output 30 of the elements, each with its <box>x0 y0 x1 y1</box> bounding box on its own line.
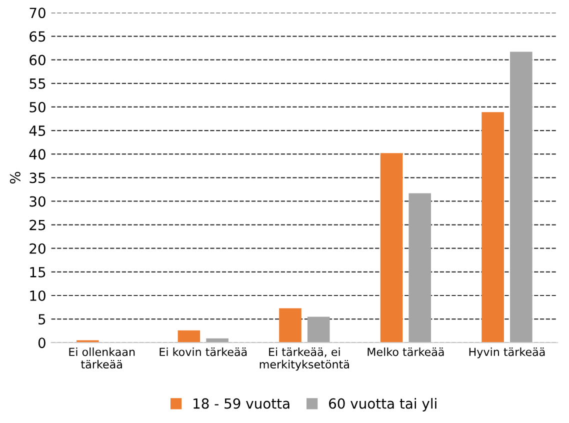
y-tick-label: 0 <box>38 338 46 348</box>
bar <box>279 308 302 343</box>
y-tick-label: 20 <box>30 243 46 254</box>
y-tick-label: 45 <box>29 126 46 136</box>
x-tick-label: Ei kovin tärkeää <box>160 347 247 356</box>
x-tick-label: Melko tärkeää <box>368 347 444 356</box>
bar <box>510 52 532 343</box>
y-tick-label: 55 <box>30 78 46 89</box>
y-tick-label: 25 <box>30 220 46 230</box>
x-tick-label: Ei tärkeää, ei merkityksetöntä <box>260 347 349 371</box>
bar <box>380 153 403 343</box>
y-tick-label: 30 <box>30 196 46 207</box>
y-tick-label: 40 <box>29 149 46 160</box>
y-tick-label: 35 <box>30 172 46 184</box>
y-tick-label: 60 <box>30 54 46 66</box>
bar <box>178 330 200 343</box>
legend-label: 18 - 59 vuotta <box>194 398 290 409</box>
bar <box>307 316 330 343</box>
legend-label: 60 vuotta tai yli <box>329 398 436 412</box>
bar <box>482 112 504 343</box>
y-tick-label: 5 <box>38 314 46 325</box>
y-tick-label: 15 <box>30 267 46 278</box>
y-axis-title: % <box>10 172 20 184</box>
x-tick-label: Hyvin tärkeää <box>469 347 545 358</box>
y-tick-label: 10 <box>30 290 46 301</box>
y-tick-label: 50 <box>30 102 46 112</box>
x-tick-label: Ei ollenkaan tärkeää <box>69 347 135 369</box>
y-tick-label: 70 <box>30 8 46 18</box>
bar <box>408 193 432 343</box>
y-tick-label: 65 <box>30 31 46 42</box>
